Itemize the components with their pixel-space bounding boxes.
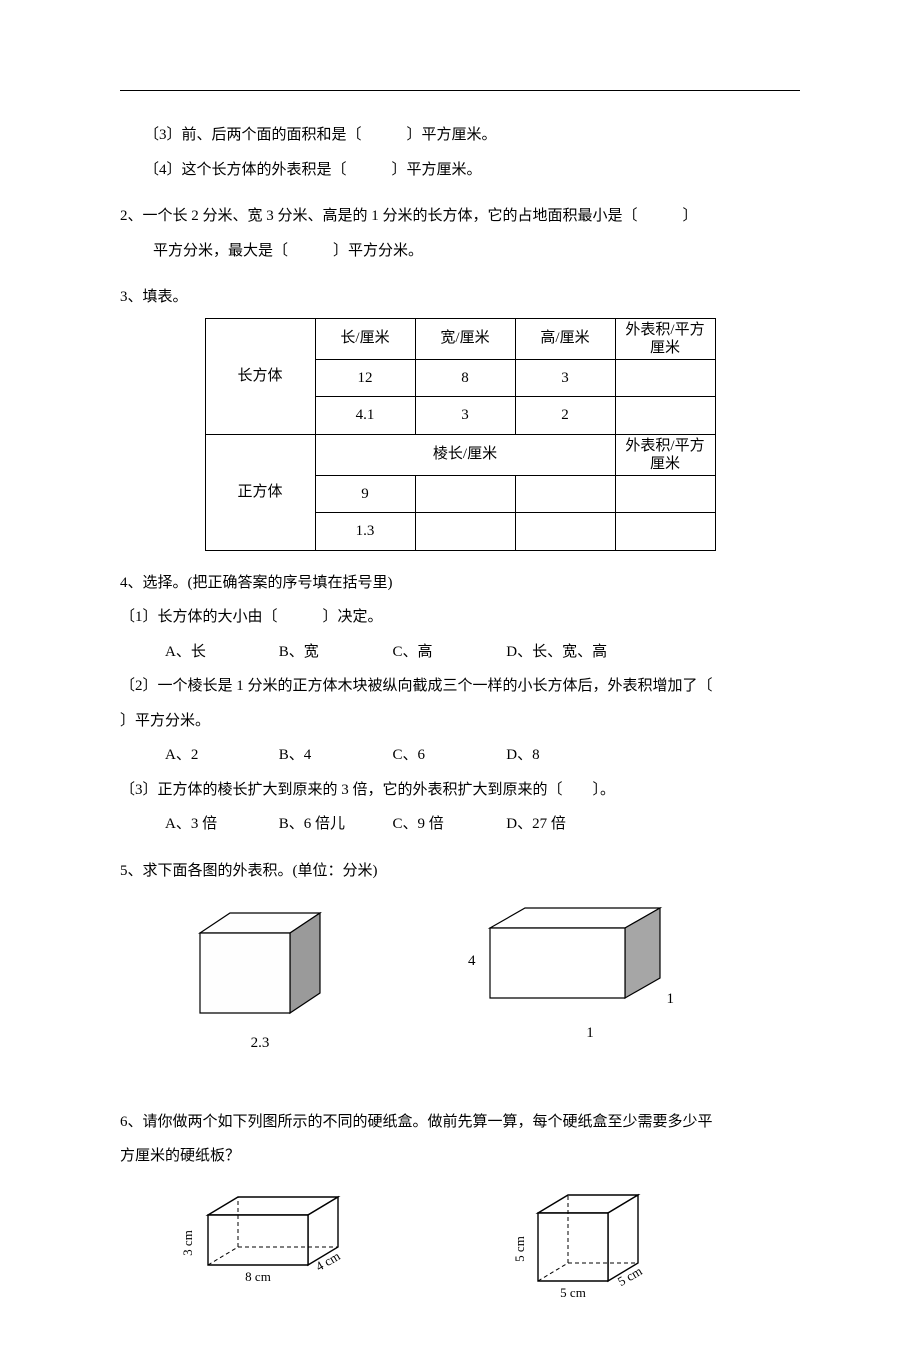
q4-s2-opts: A、2 B、4 C、6 D、8 [120, 741, 800, 770]
cell [415, 475, 515, 513]
cell [415, 513, 515, 551]
svg-text:8 cm: 8 cm [245, 1269, 271, 1284]
q3-title: 3、填表。 [120, 283, 800, 312]
q5-fig1-caption: 2.3 [190, 1029, 330, 1058]
cell: 12 [315, 359, 415, 397]
q3-table: 长方体 长/厘米 宽/厘米 高/厘米 外表积/平方厘米 12 8 3 4.1 3… [205, 318, 716, 551]
cell: 9 [315, 475, 415, 513]
q5-fig2-left: 4 [468, 947, 476, 976]
q6-fig1: 3 cm 8 cm 4 cm [180, 1185, 350, 1305]
q2-line1: 2、一个长 2 分米、宽 3 分米、高是的 1 分米的长方体，它的占地面积最小是… [120, 202, 800, 231]
cell [615, 397, 715, 435]
svg-text:5 cm: 5 cm [512, 1236, 527, 1262]
q5-fig2-right: 1 [667, 985, 675, 1014]
cell: 外表积/平方厘米 [615, 318, 715, 359]
cell: 4.1 [315, 397, 415, 435]
cell: 8 [415, 359, 515, 397]
svg-text:3 cm: 3 cm [180, 1230, 195, 1256]
cell: 外表积/平方厘米 [615, 434, 715, 475]
q6-line1: 6、请你做两个如下列图所示的不同的硬纸盒。做前先算一算，每个硬纸盒至少需要多少平 [120, 1108, 800, 1137]
cell [515, 475, 615, 513]
q4-s3: 〔3〕正方体的棱长扩大到原来的 3 倍，它的外表积扩大到原来的〔 〕。 [120, 776, 800, 805]
q4-s3-opts: A、3 倍 B、6 倍儿 C、9 倍 D、27 倍 [120, 810, 800, 839]
cell [615, 359, 715, 397]
cell: 1.3 [315, 513, 415, 551]
cell [615, 513, 715, 551]
cell [515, 513, 615, 551]
q4-s2b: 〕平方分米。 [120, 707, 800, 736]
cell: 2 [515, 397, 615, 435]
q5-fig2: 4 1 1 [470, 903, 670, 1058]
cell: 3 [415, 397, 515, 435]
q5-fig1: 2.3 [190, 903, 330, 1058]
q1-sub4: 〔4〕这个长方体的外表积是〔 〕平方厘米。 [120, 156, 800, 185]
q4-s2a: 〔2〕一个棱长是 1 分米的正方体木块被纵向截成三个一样的小长方体后，外表积增加… [120, 672, 800, 701]
cell: 棱长/厘米 [315, 434, 615, 475]
q6-fig2: 5 cm 5 cm 5 cm [510, 1185, 660, 1305]
cell [615, 475, 715, 513]
q6-line2: 方厘米的硬纸板？ [120, 1142, 800, 1171]
q5-fig2-bottom: 1 [510, 1019, 670, 1048]
svg-text:5 cm: 5 cm [560, 1285, 586, 1300]
cell: 长/厘米 [315, 318, 415, 359]
cell-cube-head: 正方体 [205, 434, 315, 550]
cell-cuboid-head: 长方体 [205, 318, 315, 434]
cell: 高/厘米 [515, 318, 615, 359]
q1-sub3: 〔3〕前、后两个面的面积和是〔 〕平方厘米。 [120, 121, 800, 150]
cell: 3 [515, 359, 615, 397]
cell: 宽/厘米 [415, 318, 515, 359]
q4-s1-opts: A、长 B、宽 C、高 D、长、宽、高 [120, 638, 800, 667]
q2-line2: 平方分米，最大是〔 〕平方分米。 [120, 237, 800, 266]
q4-title: 4、选择。(把正确答案的序号填在括号里) [120, 569, 800, 598]
q4-s1: 〔1〕长方体的大小由〔 〕决定。 [120, 603, 800, 632]
q5-title: 5、求下面各图的外表积。(单位：分米) [120, 857, 800, 886]
